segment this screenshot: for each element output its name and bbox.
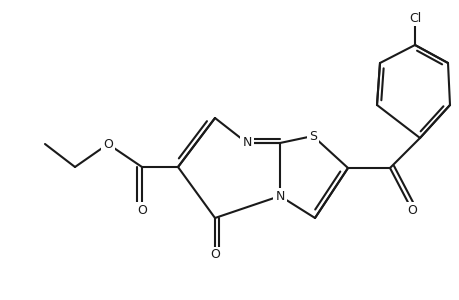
Text: N: N	[242, 136, 251, 149]
Text: O: O	[210, 248, 219, 262]
Text: O: O	[103, 137, 113, 151]
Text: N: N	[275, 190, 284, 202]
Text: O: O	[406, 203, 416, 217]
Text: Cl: Cl	[408, 11, 420, 25]
Text: S: S	[308, 130, 316, 142]
Text: O: O	[137, 203, 146, 217]
